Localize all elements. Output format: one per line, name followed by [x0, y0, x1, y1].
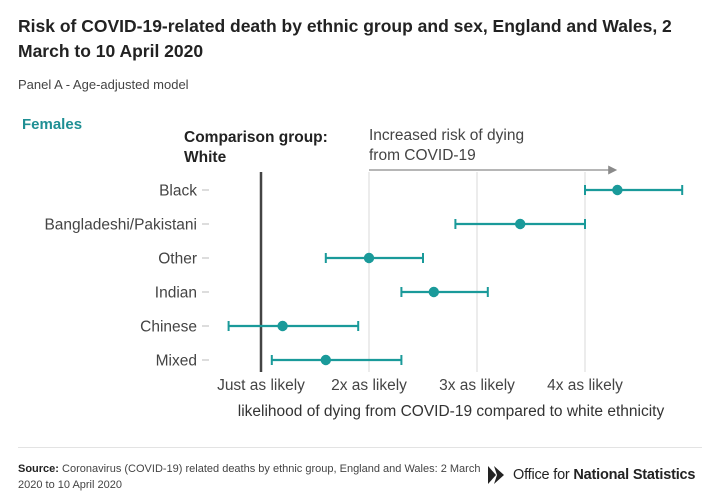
footer-divider	[18, 447, 702, 448]
ons-mark-icon	[488, 466, 504, 484]
ons-wordmark-prefix: Office for	[513, 467, 574, 483]
category-label: Mixed	[156, 353, 197, 370]
x-axis-label: likelihood of dying from COVID-19 compar…	[238, 403, 665, 420]
x-tick-label: 3x as likely	[439, 377, 515, 394]
risk-arrow-head	[608, 165, 618, 175]
category-label: Black	[159, 183, 197, 200]
source-text: Coronavirus (COVID-19) related deaths by…	[18, 463, 481, 491]
chart-title: Risk of COVID-19-related death by ethnic…	[18, 16, 672, 61]
ons-logo: Office for National Statistics	[485, 464, 695, 486]
x-tick-label: 2x as likely	[331, 377, 407, 394]
risk-line-1: Increased risk of dying	[369, 127, 525, 144]
comparison-line-1: Comparison group:	[184, 129, 328, 146]
category-label: Bangladeshi/Pakistani	[44, 217, 197, 234]
estimate-point	[428, 286, 439, 298]
chart-subtitle: Panel A - Age-adjusted model	[18, 77, 189, 92]
estimate-point	[277, 320, 288, 332]
ons-wordmark: Office for National Statistics	[513, 467, 695, 483]
panel-label: Females	[22, 116, 83, 133]
x-tick-label: Just as likely	[217, 377, 305, 394]
estimate-point	[363, 252, 375, 264]
comparison-group-label: Comparison group: White	[184, 128, 328, 168]
comparison-line-2: White	[184, 149, 227, 166]
risk-line-2: from COVID-19	[369, 147, 476, 164]
estimate-point	[320, 354, 331, 366]
ons-wordmark-bold: National Statistics	[573, 467, 696, 483]
estimate-point	[515, 218, 526, 230]
category-label: Other	[158, 251, 197, 268]
estimate-point	[612, 184, 623, 196]
forest-plot: Black Bangladeshi/Pakistani Other Indian Chi…	[44, 165, 684, 420]
category-label: Chinese	[140, 319, 197, 336]
category-label: Indian	[155, 285, 197, 302]
x-tick-label: 4x as likely	[547, 377, 623, 394]
source-note: Source: Coronavirus (COVID-19) related d…	[18, 461, 488, 493]
source-label: Source:	[18, 463, 59, 475]
increased-risk-label: Increased risk of dying from COVID-19	[369, 126, 524, 166]
